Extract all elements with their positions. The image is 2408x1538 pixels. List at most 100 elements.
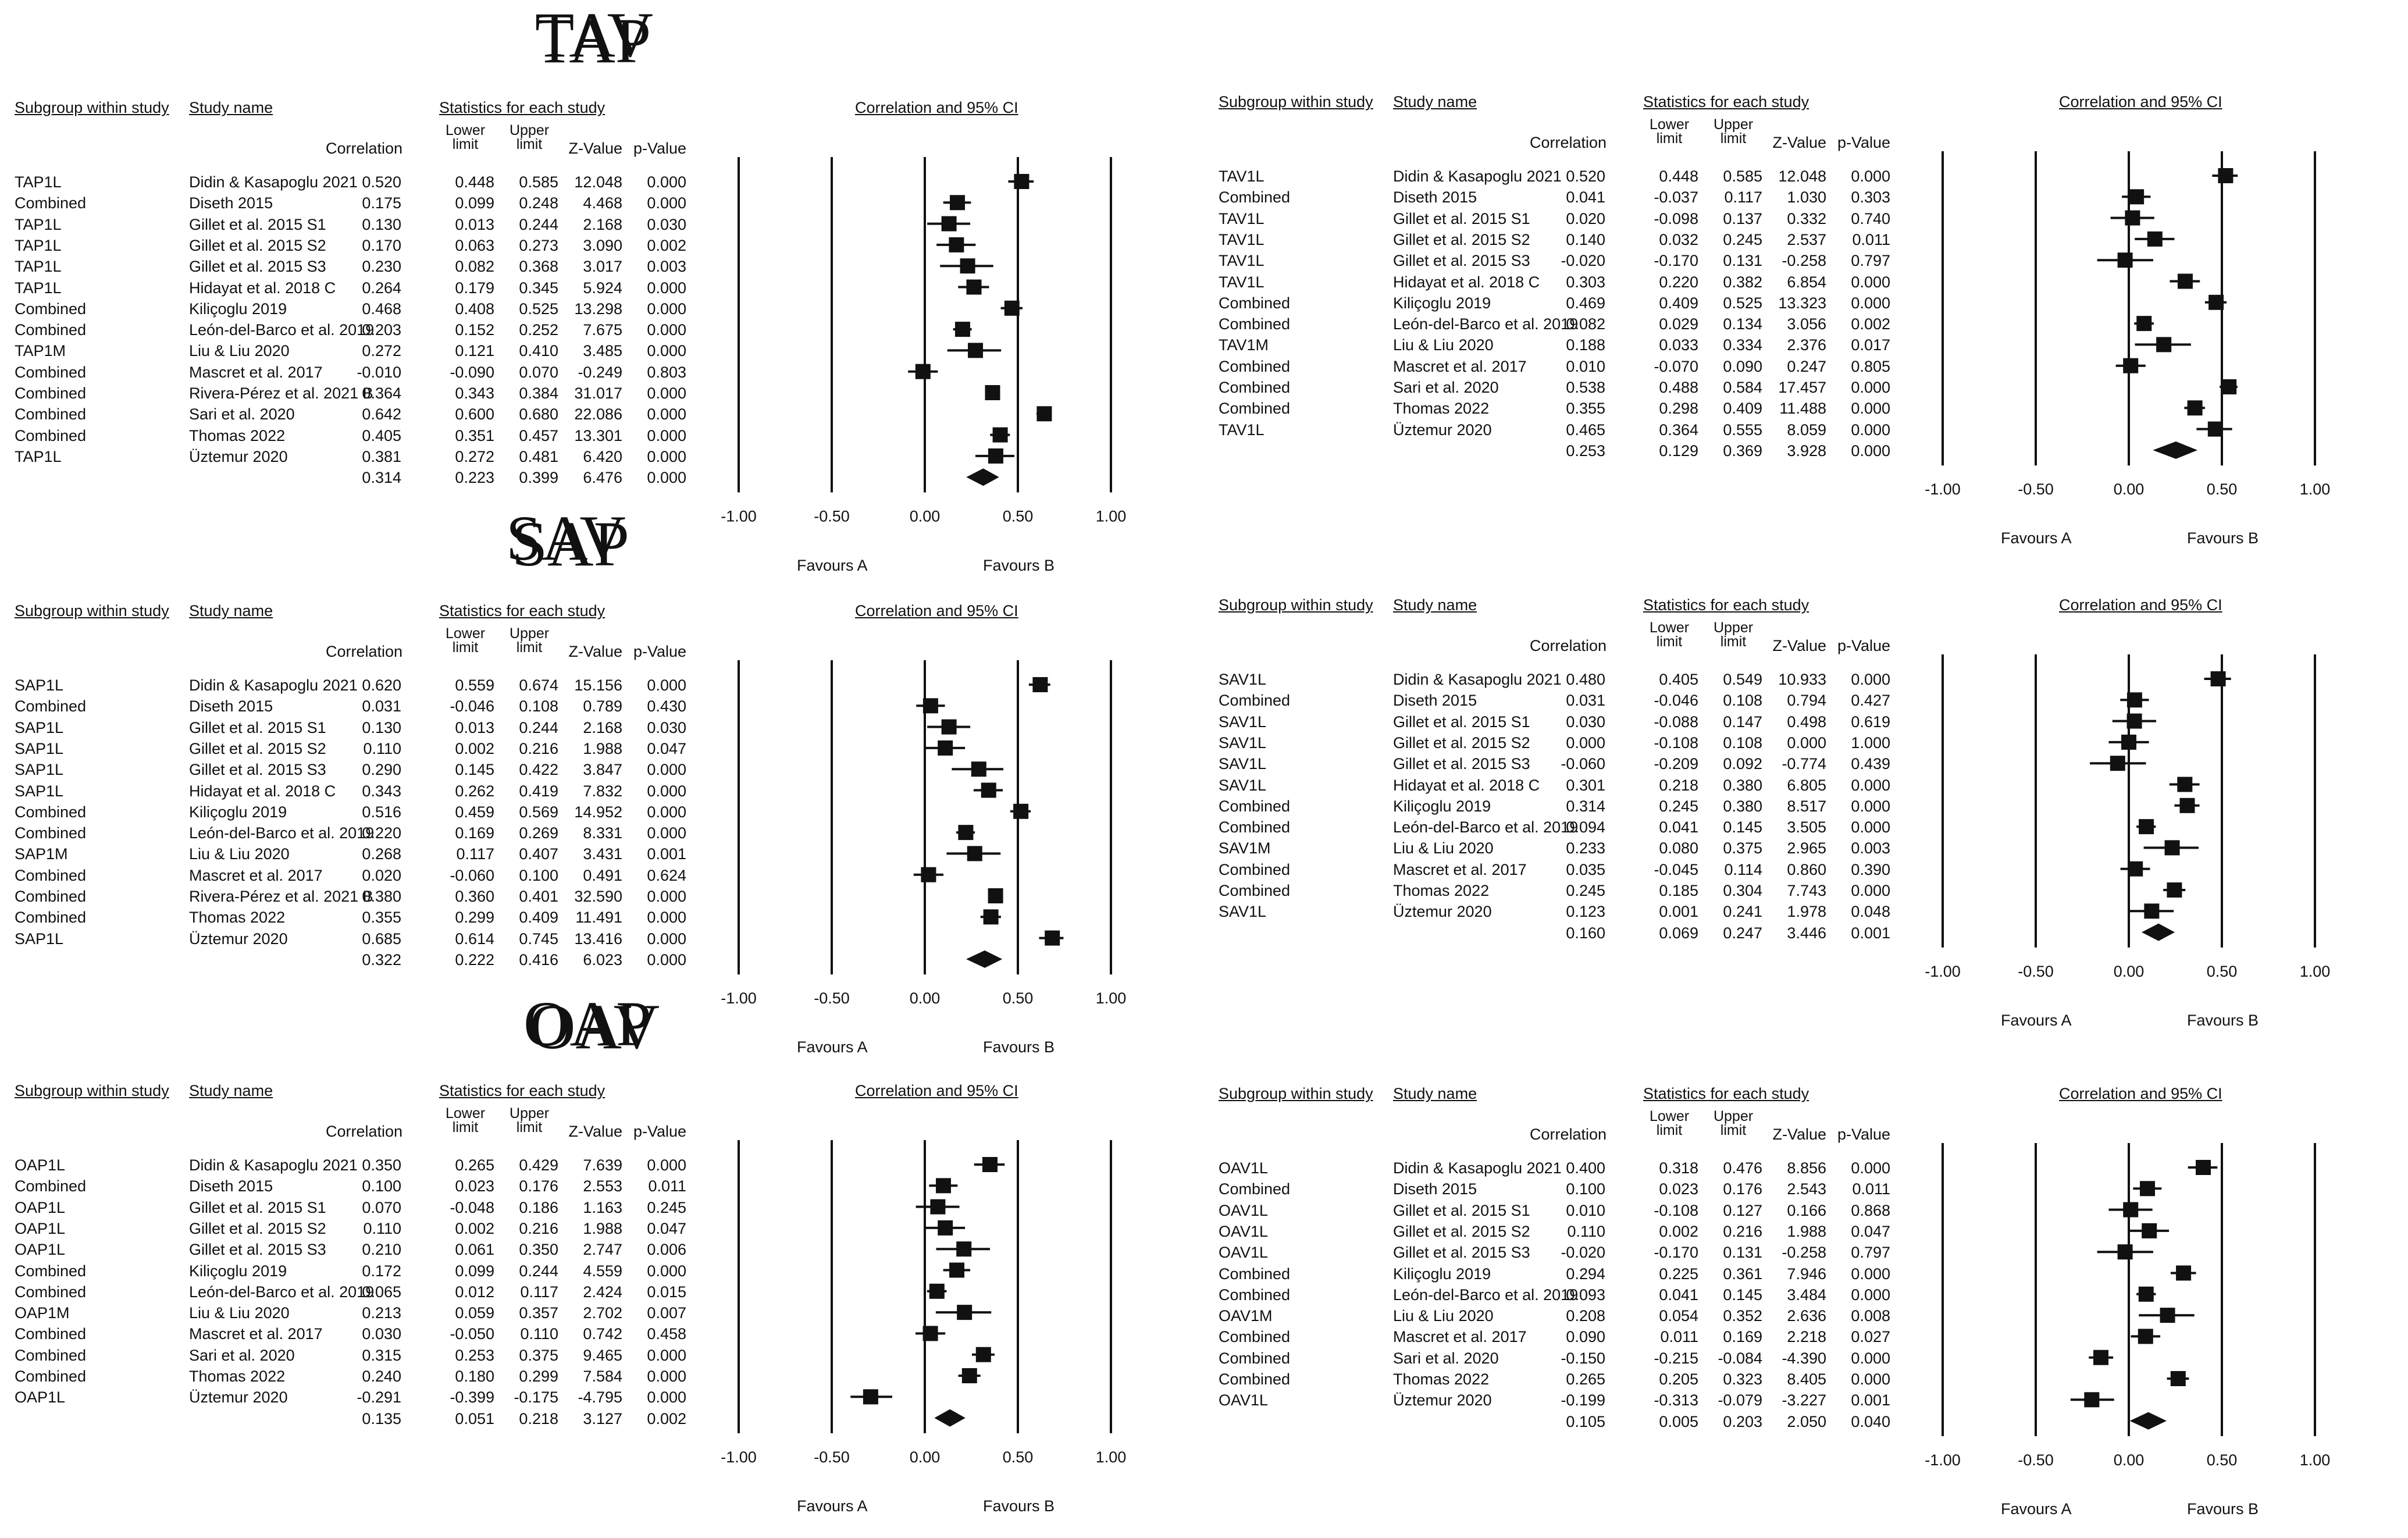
study-name-cell: Mascret et al. 2017 [189,866,323,884]
correlation-cell: 0.303 [1566,273,1605,291]
z-value-cell: 13.298 [574,300,622,318]
study-name-cell: Didin & Kasapoglu 2021 [189,677,358,694]
upper-limit-cell: 0.549 [1723,671,1762,688]
lower-limit-cell: 0.082 [455,258,494,276]
effect-size-marker [971,761,986,777]
z-value-cell: 8.059 [1787,421,1826,439]
lower-limit-cell: 0.001 [1659,903,1698,921]
effect-size-marker [2210,671,2226,686]
p-value-header: p-Value [1837,134,1890,151]
upper-limit-cell: 0.304 [1723,882,1762,899]
z-value-header: Z-Value [1772,134,1826,151]
study-name-cell: Hidayat et al. 2018 C [1393,776,1540,794]
correlation-cell: 0.685 [362,930,401,948]
p-value-cell: 0.000 [1851,1370,1890,1388]
effect-size-marker [988,888,1003,903]
subgroup-cell: SAV1M [1219,839,1271,857]
effect-size-marker [983,909,999,925]
upper-limit-cell: 0.108 [1723,734,1762,752]
z-value-cell: 9.465 [583,1346,622,1364]
x-tick-label: -0.50 [2018,480,2054,498]
subgroup-cell: Combined [1219,188,1291,207]
correlation-cell: 0.070 [362,1198,401,1216]
summary-correlation-cell: 0.314 [362,469,401,487]
lower-limit-cell: 0.614 [455,930,494,948]
subgroup-cell: TAP1M [15,342,66,360]
x-tick-label: -1.00 [1925,480,1961,498]
z-value-cell: 2.553 [583,1177,622,1195]
z-value-cell: 3.485 [583,342,622,360]
upper-limit-cell: 0.584 [1723,379,1762,396]
lower-limit-cell: -0.170 [1654,1244,1698,1262]
study-name-cell: Kiliçoglu 2019 [189,300,287,318]
lower-limit-cell: 0.318 [1659,1159,1698,1177]
x-tick-label: 0.50 [1003,989,1034,1007]
subgroup-cell: Combined [15,1177,87,1195]
effect-size-marker [957,1305,973,1320]
correlation-cell: 0.315 [362,1346,401,1364]
p-value-cell: 0.000 [647,1389,686,1407]
study-name-cell: Üztemur 2020 [189,447,288,465]
effect-size-marker [2187,400,2203,416]
upper-limit-cell: 0.216 [1723,1222,1762,1240]
correlation-header: Correlation [1530,134,1607,151]
upper-limit-cell: 0.137 [1723,209,1762,227]
subgroup-header: Subgroup within study [1219,93,1373,111]
study-name-cell: Mascret et al. 2017 [1393,357,1527,375]
subgroup-cell: Combined [1219,315,1291,333]
z-value-cell: 0.247 [1787,357,1826,375]
subgroup-cell: SAV1L [1219,671,1267,688]
study-name-cell: Mascret et al. 2017 [1393,860,1527,878]
effect-size-marker [936,1178,951,1194]
study-name-cell: Thomas 2022 [189,1368,286,1385]
lower-limit-cell: 0.262 [455,782,494,800]
upper-limit-cell: 0.409 [1723,400,1762,418]
forest-plot: -1.00 -0.50 0.00 0.50 1.00 [1925,654,2330,980]
z-value-cell: 4.468 [583,194,622,212]
p-value-cell: 0.000 [647,677,686,694]
effect-size-marker [2093,1350,2108,1365]
panel-title: SAP [512,508,629,579]
corr-ci-header: Correlation and 95% CI [2059,1085,2222,1102]
upper-limit-header: Upper limit [509,625,550,656]
p-value-cell: 0.740 [1851,209,1890,227]
p-value-cell: 0.000 [647,909,686,927]
upper-limit-cell: 0.252 [519,321,558,339]
correlation-cell: 0.520 [362,173,401,191]
z-value-cell: 6.805 [1787,776,1826,794]
correlation-cell: 0.642 [362,405,401,423]
correlation-cell: -0.150 [1561,1349,1605,1367]
upper-limit-cell: 0.525 [1723,294,1762,312]
p-value-cell: 0.000 [647,300,686,318]
lower-limit-cell: 0.218 [1659,776,1698,794]
summary-diamond [934,1409,966,1427]
upper-limit-cell: 0.334 [1723,336,1762,354]
correlation-header: Correlation [326,643,403,660]
stats-header: Statistics for each study [439,602,605,620]
panel-title: SAV [506,503,626,574]
correlation-cell: 0.343 [362,782,401,800]
subgroup-cell: Combined [15,405,87,423]
effect-size-marker [1045,930,1060,946]
upper-limit-cell: 0.070 [519,363,558,381]
summary-p-cell: 0.000 [647,950,686,969]
subgroup-cell: Combined [15,824,87,842]
z-value-cell: 6.854 [1787,273,1826,291]
study-name-cell: Gillet et al. 2015 S1 [189,1198,326,1216]
subgroup-cell: SAV1L [1219,776,1267,794]
lower-limit-cell: 0.011 [1660,1328,1698,1346]
z-value-cell: 2.424 [583,1283,622,1301]
z-value-cell: 2.376 [1787,336,1826,354]
p-value-cell: 0.008 [1851,1307,1890,1325]
correlation-cell: 0.020 [1566,209,1605,227]
p-value-cell: 0.000 [1851,273,1890,291]
subgroup-cell: Combined [15,363,87,381]
subgroup-header: Subgroup within study [15,99,169,116]
effect-size-marker [981,782,996,798]
effect-size-marker [2196,1160,2211,1175]
subgroup-cell: Combined [1219,1180,1291,1198]
subgroup-cell: Combined [1219,357,1291,375]
p-value-cell: 0.011 [1852,1180,1890,1198]
upper-limit-cell: 0.745 [519,930,558,948]
z-value-cell: 11.488 [1779,400,1826,418]
